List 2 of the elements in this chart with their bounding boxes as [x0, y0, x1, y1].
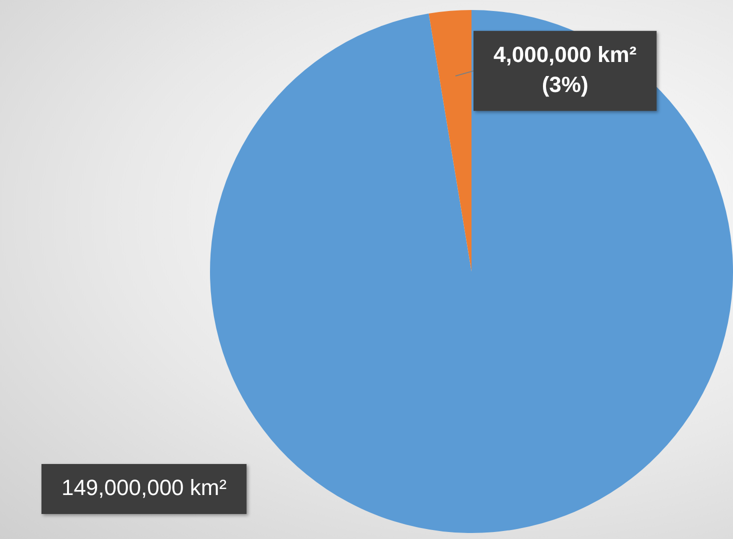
data-label: 149,000,000 km² — [61, 475, 227, 500]
data-label: 4,000,000 km² (3%) — [494, 42, 637, 97]
